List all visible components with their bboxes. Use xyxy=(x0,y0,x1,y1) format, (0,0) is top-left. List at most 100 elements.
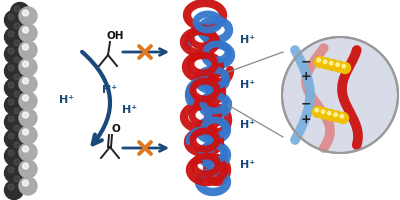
Circle shape xyxy=(4,27,24,46)
Text: −: − xyxy=(301,55,311,68)
Circle shape xyxy=(342,64,346,68)
Text: H⁺: H⁺ xyxy=(240,35,255,45)
Circle shape xyxy=(340,62,350,73)
Circle shape xyxy=(8,31,14,37)
Circle shape xyxy=(4,78,24,98)
Circle shape xyxy=(321,58,332,69)
Circle shape xyxy=(22,163,28,169)
Circle shape xyxy=(14,91,20,97)
Circle shape xyxy=(8,133,14,139)
Circle shape xyxy=(10,88,30,106)
Circle shape xyxy=(4,10,24,29)
Circle shape xyxy=(4,96,24,114)
Circle shape xyxy=(314,56,326,68)
Circle shape xyxy=(10,71,30,90)
Circle shape xyxy=(19,109,37,127)
Circle shape xyxy=(22,61,28,67)
Text: −: − xyxy=(301,98,311,111)
Circle shape xyxy=(330,61,333,65)
Circle shape xyxy=(8,184,14,190)
Circle shape xyxy=(323,60,327,64)
Circle shape xyxy=(4,130,24,148)
Circle shape xyxy=(14,125,20,131)
Circle shape xyxy=(8,167,14,173)
Circle shape xyxy=(10,121,30,140)
Circle shape xyxy=(19,58,37,76)
Circle shape xyxy=(19,24,37,42)
Circle shape xyxy=(10,104,30,123)
Circle shape xyxy=(327,60,338,71)
Circle shape xyxy=(4,62,24,80)
Circle shape xyxy=(14,108,20,114)
Circle shape xyxy=(22,129,28,135)
Circle shape xyxy=(4,180,24,200)
Circle shape xyxy=(19,143,37,161)
Circle shape xyxy=(14,40,20,46)
Circle shape xyxy=(315,108,319,112)
Circle shape xyxy=(325,110,336,120)
Circle shape xyxy=(22,27,28,33)
Circle shape xyxy=(19,41,37,59)
Circle shape xyxy=(8,82,14,88)
Text: H⁺: H⁺ xyxy=(60,95,74,105)
Circle shape xyxy=(19,92,37,110)
Circle shape xyxy=(340,114,344,118)
Circle shape xyxy=(14,6,20,12)
Circle shape xyxy=(321,110,325,114)
Circle shape xyxy=(312,106,324,117)
Text: H⁺: H⁺ xyxy=(102,85,118,95)
Circle shape xyxy=(8,150,14,156)
Circle shape xyxy=(10,2,30,21)
Circle shape xyxy=(22,44,28,50)
Circle shape xyxy=(8,116,14,122)
Circle shape xyxy=(338,112,348,123)
Text: H⁺: H⁺ xyxy=(240,80,255,90)
Circle shape xyxy=(10,36,30,55)
Circle shape xyxy=(4,164,24,182)
Circle shape xyxy=(22,78,28,84)
Circle shape xyxy=(328,111,331,115)
Text: H⁺: H⁺ xyxy=(122,105,138,115)
Circle shape xyxy=(14,176,20,182)
Circle shape xyxy=(22,112,28,118)
Circle shape xyxy=(19,177,37,195)
Circle shape xyxy=(282,37,398,153)
Circle shape xyxy=(22,146,28,152)
Circle shape xyxy=(10,20,30,38)
Circle shape xyxy=(14,159,20,165)
Circle shape xyxy=(14,57,20,63)
FancyArrowPatch shape xyxy=(82,52,110,144)
Circle shape xyxy=(10,156,30,174)
Circle shape xyxy=(19,160,37,178)
Circle shape xyxy=(8,14,14,20)
Circle shape xyxy=(333,61,344,72)
Circle shape xyxy=(334,113,337,116)
Circle shape xyxy=(10,53,30,72)
Circle shape xyxy=(336,63,339,66)
Circle shape xyxy=(4,146,24,166)
Circle shape xyxy=(22,180,28,186)
Circle shape xyxy=(14,74,20,80)
Circle shape xyxy=(8,65,14,71)
Circle shape xyxy=(4,112,24,132)
Circle shape xyxy=(22,95,28,101)
Text: OH: OH xyxy=(106,31,124,41)
Circle shape xyxy=(10,172,30,192)
Text: H⁺: H⁺ xyxy=(240,160,255,170)
Circle shape xyxy=(19,75,37,93)
Circle shape xyxy=(14,142,20,148)
Circle shape xyxy=(10,138,30,158)
Circle shape xyxy=(317,58,321,62)
Circle shape xyxy=(14,23,20,29)
Text: +: + xyxy=(301,113,311,126)
Text: H⁺: H⁺ xyxy=(240,120,255,130)
Circle shape xyxy=(19,7,37,25)
Circle shape xyxy=(8,99,14,105)
Text: +: + xyxy=(301,70,311,83)
Text: O: O xyxy=(112,124,120,134)
Circle shape xyxy=(4,45,24,64)
Circle shape xyxy=(319,108,330,119)
Circle shape xyxy=(8,48,14,54)
Circle shape xyxy=(22,10,28,16)
Circle shape xyxy=(19,126,37,144)
